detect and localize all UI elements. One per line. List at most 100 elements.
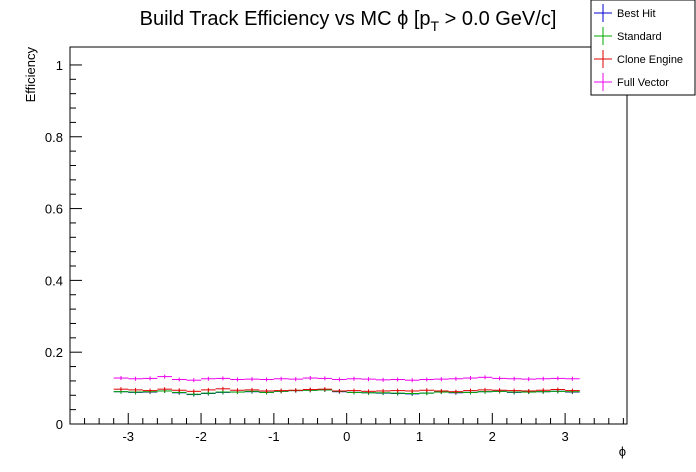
plot-frame: [69, 46, 628, 425]
data-point: [128, 387, 143, 392]
x-tick-label: -1: [268, 429, 280, 444]
data-point: [259, 388, 274, 393]
data-point: [434, 388, 449, 393]
data-point: [448, 376, 464, 381]
data-point: [550, 376, 566, 381]
data-point: [302, 387, 318, 392]
series-standard: [113, 387, 580, 397]
data-point: [361, 377, 376, 382]
data-point: [273, 388, 289, 393]
legend-box: [590, 0, 696, 96]
data-point: [128, 376, 143, 381]
data-point: [448, 389, 464, 394]
data-point: [419, 388, 435, 393]
title-tail: > 0.0 GeV/c]: [439, 8, 556, 30]
data-point: [157, 374, 172, 379]
data-point: [463, 388, 478, 393]
data-point: [332, 388, 347, 393]
data-point: [535, 376, 551, 381]
x-tick-label: 3: [561, 429, 568, 444]
y-tick-label: 0.8: [45, 130, 63, 145]
y-tick-label: 0.6: [45, 202, 63, 217]
data-point: [565, 388, 580, 393]
data-point: [477, 387, 493, 392]
series-full-vector: [113, 374, 580, 383]
x-tick-label: 1: [416, 429, 423, 444]
x-tick-label: 2: [489, 429, 496, 444]
data-point: [404, 388, 420, 393]
data-point: [361, 389, 376, 394]
legend: Best Hit Standard Clone Engine Full Vector: [590, 0, 696, 96]
y-tick-label: 0.4: [45, 273, 63, 288]
legend-item: Full Vector: [594, 73, 669, 91]
data-point: [244, 387, 260, 392]
data-point: [230, 377, 245, 382]
data-point: [186, 378, 202, 383]
x-axis-label: ϕ: [619, 444, 626, 459]
data-point: [332, 377, 347, 382]
data-point: [215, 386, 231, 391]
data-point: [244, 377, 260, 382]
data-point: [463, 376, 478, 381]
data-point: [186, 389, 202, 394]
data-point: [346, 388, 362, 393]
data-point: [302, 376, 318, 381]
data-point: [521, 388, 536, 393]
series-clone-engine: [113, 386, 580, 394]
data-point: [142, 376, 158, 381]
data-point: [492, 388, 507, 393]
legend-item: Best Hit: [594, 4, 656, 22]
title-main: Build Track Efficiency vs MC ϕ [p: [140, 8, 431, 30]
data-point: [434, 377, 449, 382]
data-point: [506, 376, 522, 381]
data-point: [288, 377, 303, 382]
data-point: [113, 376, 129, 381]
data-point: [375, 388, 391, 393]
data-point: [565, 376, 580, 381]
data-point: [230, 388, 245, 393]
data-point: [521, 377, 536, 382]
data-point: [535, 388, 551, 393]
data-point: [171, 377, 187, 382]
x-tick-label: -2: [195, 429, 207, 444]
data-point: [477, 375, 493, 380]
data-point: [171, 388, 187, 393]
data-point: [317, 376, 333, 381]
legend-label: Standard: [617, 31, 662, 43]
data-point: [506, 388, 522, 393]
data-point: [142, 388, 158, 393]
x-tick-label: -3: [122, 429, 134, 444]
data-point: [375, 377, 391, 382]
data-point: [550, 387, 566, 392]
data-point: [113, 387, 129, 392]
legend-label: Clone Engine: [617, 54, 683, 66]
data-point: [346, 376, 362, 381]
y-tick-label: 1: [56, 58, 63, 73]
data-point: [273, 376, 289, 381]
legend-item: Standard: [594, 27, 662, 45]
data-point: [390, 377, 405, 382]
data-point: [492, 376, 507, 381]
data-point: [317, 387, 333, 392]
data-point: [288, 388, 303, 393]
title-subscript: T: [431, 18, 440, 34]
y-tick-label: 0.2: [45, 345, 63, 360]
data-point: [215, 376, 231, 381]
y-axis-label: Efficiency: [23, 47, 38, 103]
y-tick-label: 0: [56, 417, 63, 432]
data-point: [259, 377, 274, 382]
chart-title: Build Track Efficiency vs MC ϕ [pT > 0.0…: [140, 8, 557, 34]
data-point: [390, 388, 405, 393]
data-point: [201, 387, 216, 392]
axes: 0 0.2 0.4 0.6 0.8 1 -3 -2 -1 0 1 2 3: [45, 58, 624, 444]
data-point: [201, 376, 216, 381]
x-tick-label: 0: [343, 429, 350, 444]
data-points: [113, 374, 580, 397]
legend-label: Full Vector: [617, 77, 669, 89]
data-point: [419, 377, 435, 382]
data-point: [404, 378, 420, 383]
data-point: [157, 387, 172, 392]
legend-label: Best Hit: [617, 8, 656, 20]
legend-item: Clone Engine: [594, 50, 683, 68]
